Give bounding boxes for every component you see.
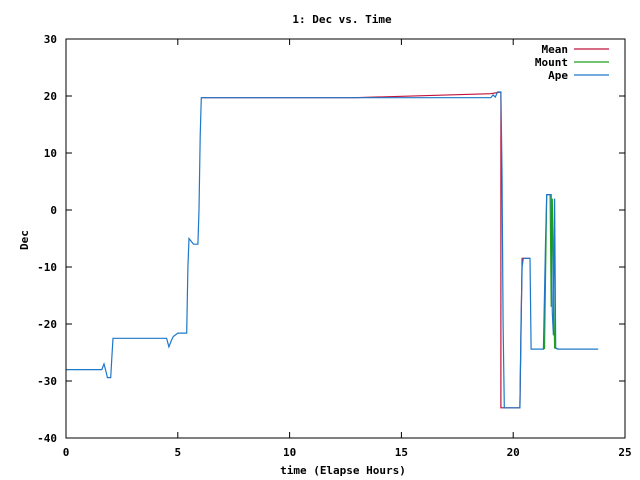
y-axis-label: Dec	[18, 230, 31, 250]
y-tick-label: -30	[37, 375, 57, 388]
y-tick-label: 0	[50, 204, 57, 217]
y-tick-label: 30	[44, 33, 57, 46]
axis-ticks: 0 5 10 15 20 25 -40 -30 -20 -10 0 10 20 30	[37, 33, 632, 459]
x-tick-label: 15	[395, 446, 408, 459]
series-layer	[66, 91, 599, 409]
x-axis-label: time (Elapse Hours)	[280, 464, 406, 477]
y-tick-label: -10	[37, 261, 57, 274]
x-tick-label: 10	[283, 446, 296, 459]
x-tick-label: 0	[63, 446, 70, 459]
series-line-ape	[66, 91, 599, 409]
x-tick-label: 25	[618, 446, 631, 459]
legend-label-mount: Mount	[535, 56, 568, 69]
series-line-mean	[201, 91, 530, 409]
plot-frame	[65, 38, 626, 439]
x-tick-label: 5	[174, 446, 181, 459]
y-tick-label: 20	[44, 90, 57, 103]
x-tick-label: 20	[507, 446, 520, 459]
legend-label-mean: Mean	[542, 43, 569, 56]
y-tick-label: -40	[37, 432, 57, 445]
chart-title: 1: Dec vs. Time	[292, 13, 392, 26]
y-tick-label: 10	[44, 147, 57, 160]
y-tick-label: -20	[37, 318, 57, 331]
legend-label-ape: Ape	[548, 69, 568, 82]
